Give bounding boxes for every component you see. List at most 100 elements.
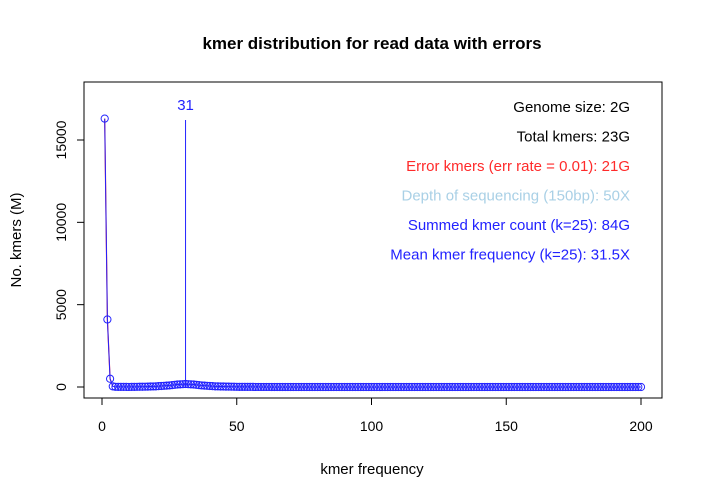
data-point <box>531 382 540 392</box>
x-tick-label: 200 <box>629 418 653 434</box>
data-point <box>577 382 586 392</box>
data-point <box>240 382 249 391</box>
data-point <box>359 382 368 392</box>
data-point <box>332 382 341 392</box>
data-point <box>397 382 406 392</box>
annotation-text: Depth of sequencing (150bp): 50X <box>402 188 631 205</box>
data-point <box>114 382 123 391</box>
data-point <box>343 382 352 392</box>
data-point <box>297 382 306 392</box>
data-point <box>194 381 204 390</box>
data-point <box>556 382 565 392</box>
data-point <box>480 382 489 392</box>
data-point <box>558 382 567 392</box>
data-point <box>273 382 282 392</box>
data-point <box>170 380 179 389</box>
data-point <box>380 382 390 392</box>
data-point <box>410 382 419 392</box>
data-point <box>504 382 514 392</box>
data-point <box>281 382 290 392</box>
data-point <box>362 382 371 392</box>
peak-marker-label: 31 <box>177 97 194 114</box>
data-point <box>308 382 317 392</box>
data-point <box>467 382 476 392</box>
data-point <box>585 382 594 392</box>
data-point <box>351 382 360 392</box>
data-point <box>572 382 581 392</box>
data-point <box>399 382 408 392</box>
data-point <box>636 382 646 392</box>
data-point <box>423 382 433 392</box>
data-point <box>421 382 430 392</box>
data-point <box>488 382 497 392</box>
data-point <box>456 382 465 392</box>
data-point <box>593 382 602 392</box>
data-point <box>105 374 115 383</box>
data-point <box>415 382 425 392</box>
data-point <box>116 382 125 391</box>
data-point <box>103 315 112 324</box>
data-point <box>383 382 392 392</box>
data-point <box>391 382 400 392</box>
data-point <box>445 382 454 392</box>
data-point <box>224 382 233 391</box>
data-point <box>335 382 344 392</box>
data-point <box>324 382 333 392</box>
data-point <box>612 382 621 392</box>
data-point <box>418 382 427 392</box>
data-point <box>561 382 570 392</box>
data-point <box>628 382 638 392</box>
data-point <box>591 382 600 392</box>
data-point <box>200 381 209 390</box>
x-tick-label: 50 <box>229 418 245 434</box>
data-point <box>626 382 635 392</box>
data-point <box>494 382 503 392</box>
data-point <box>111 382 120 391</box>
data-point <box>243 382 252 391</box>
data-point <box>607 382 616 392</box>
data-point <box>291 382 301 392</box>
data-point <box>310 382 320 392</box>
data-point <box>545 382 554 392</box>
data-point <box>512 382 522 392</box>
data-point <box>386 382 395 392</box>
data-point <box>176 380 185 389</box>
y-axis: 0 5000 10000 15000 <box>53 120 85 391</box>
annotation-text: Total kmers: 23G <box>517 129 630 146</box>
data-point <box>523 382 532 392</box>
data-point <box>405 382 414 392</box>
data-point <box>305 382 314 392</box>
data-point <box>583 382 592 392</box>
data-point <box>124 382 134 392</box>
x-axis: 0 50 100 150 200 <box>98 397 653 434</box>
x-tick-label: 0 <box>98 418 106 434</box>
data-point <box>238 382 247 391</box>
data-point <box>426 382 435 392</box>
data-point <box>491 382 500 392</box>
data-point <box>141 382 150 391</box>
data-point <box>485 382 495 392</box>
data-point <box>407 382 417 392</box>
data-point <box>475 382 484 392</box>
data-point <box>289 382 298 392</box>
data-point <box>348 382 357 392</box>
data-point <box>604 382 613 392</box>
data-point <box>159 381 169 390</box>
annotations: Genome size: 2G Total kmers: 23G Error kme… <box>390 99 630 264</box>
data-point <box>227 382 236 391</box>
data-point <box>211 382 220 391</box>
data-point <box>483 382 492 392</box>
x-axis-label: kmer frequency <box>320 461 424 478</box>
data-point <box>370 382 379 392</box>
data-point <box>364 382 373 392</box>
data-point <box>388 382 398 392</box>
data-point <box>232 382 241 391</box>
data-point <box>316 382 325 392</box>
annotation-text: Mean kmer frequency (k=25): 31.5X <box>390 247 630 264</box>
data-point <box>394 382 403 392</box>
data-point <box>337 382 346 392</box>
y-tick-label: 0 <box>53 383 69 391</box>
data-point <box>235 382 244 391</box>
data-point <box>173 380 182 389</box>
